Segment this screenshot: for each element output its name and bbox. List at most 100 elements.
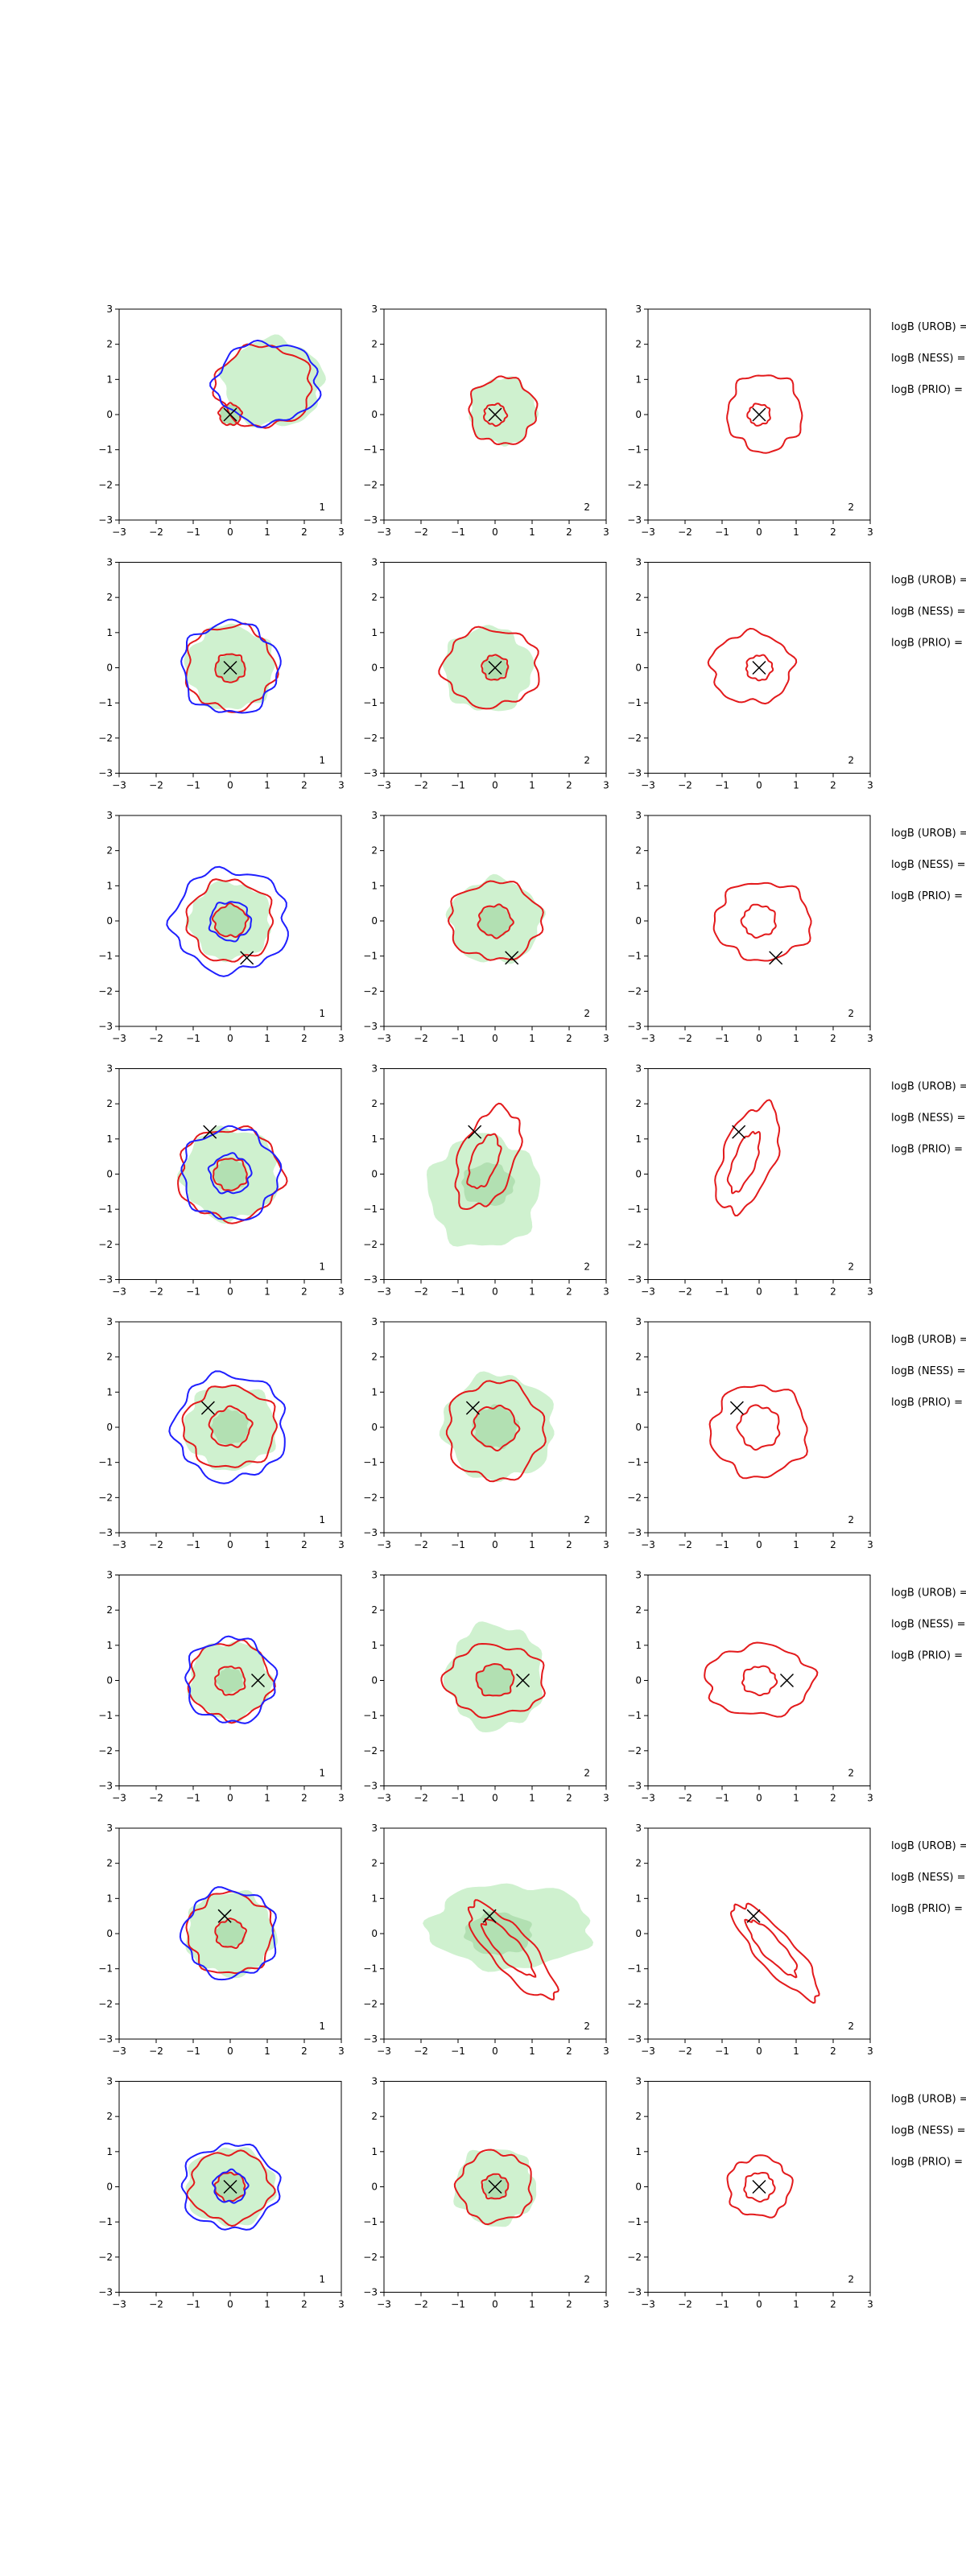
x-tick-label: −3 [112, 1033, 126, 1044]
x-tick-label: 2 [301, 1793, 308, 1804]
panel: −3 −2 −1 0 1 2 3 −3 −2 −1 0 1 2 3 2 [363, 303, 609, 538]
y-tick-label: 2 [106, 1858, 113, 1869]
y-tick-label: 0 [635, 409, 642, 420]
red-contour-line [184, 622, 279, 713]
density-fill-inner [478, 904, 514, 938]
x-tick-label: 2 [301, 1539, 308, 1550]
y-tick-label: −3 [363, 514, 378, 526]
y-tick-label: −1 [627, 2216, 642, 2227]
axes-frame [647, 1068, 871, 1280]
x-tick-label: 3 [867, 2299, 873, 2310]
y-tick-label: 2 [371, 1352, 378, 1363]
y-tick-label: 2 [371, 1858, 378, 1869]
x-tick-label: 3 [338, 1793, 345, 1804]
x-tick-label: −3 [377, 1539, 391, 1550]
y-tick-label: 2 [371, 1604, 378, 1616]
panel: −3 −2 −1 0 1 2 3 −3 −2 −1 0 1 2 3 2 [363, 557, 609, 791]
panel: −3 −2 −1 0 1 2 3 −3 −2 −1 0 1 2 3 2 [363, 1823, 609, 2057]
y-tick-label: 0 [371, 1675, 378, 1686]
x-tick-label: 3 [338, 2046, 345, 2057]
y-tick-label: −1 [627, 951, 642, 962]
x-tick-label: −3 [641, 780, 655, 791]
y-tick-label: −2 [98, 1998, 113, 2009]
y-tick-label: 1 [371, 1893, 378, 1904]
figure-row: −3 −2 −1 0 1 2 3 −3 −2 −1 0 1 2 3 1 −3 −2 −1 0 1 2 3 −3 −2 −1 0 1 2… [98, 1063, 966, 1298]
x-tick-label: 2 [566, 1033, 572, 1044]
x-tick-label: 1 [793, 526, 799, 538]
true-value-x-marker [752, 660, 766, 675]
blue-contour-line [168, 1370, 287, 1484]
x-tick-label: 1 [793, 2299, 799, 2310]
y-tick-label: 2 [635, 2111, 642, 2122]
x-tick-label: 0 [756, 526, 762, 538]
red-contour-line [214, 653, 246, 683]
plot-area [179, 1886, 278, 1981]
x-tick-label: 0 [492, 1033, 498, 1044]
x-tick-label: 3 [603, 2299, 609, 2310]
x-tick-label: −3 [112, 780, 126, 791]
y-tick-label: 1 [106, 1893, 113, 1904]
x-tick-label: 0 [492, 526, 498, 538]
panel-corner-label: 1 [319, 1261, 325, 1273]
y-tick-label: 2 [371, 2111, 378, 2122]
red-contour-line [714, 1099, 781, 1217]
x-tick-label: −1 [186, 526, 200, 538]
red-contour-line [726, 1130, 762, 1195]
x-tick-label: −2 [678, 1793, 692, 1804]
y-tick-label: 3 [371, 810, 378, 821]
logb-label: logB (UROB) = [891, 1334, 966, 1346]
x-tick-label: 2 [566, 780, 572, 791]
logb-label: logB (PRIO) = [891, 638, 963, 650]
x-tick-label: 2 [566, 1286, 572, 1298]
red-contour-line [726, 374, 803, 454]
x-tick-label: 0 [756, 1033, 762, 1044]
density-fill-outer [469, 376, 539, 447]
y-tick-label: 1 [635, 1133, 642, 1145]
x-tick-label: 0 [227, 1539, 233, 1550]
x-tick-label: 3 [867, 780, 873, 791]
x-tick-label: −1 [715, 1793, 729, 1804]
x-tick-label: −3 [377, 526, 391, 538]
x-tick-label: 3 [603, 526, 609, 538]
true-value-x-marker [488, 660, 502, 675]
y-tick-label: −3 [627, 2033, 642, 2045]
y-tick-label: 1 [106, 1386, 113, 1397]
true-value-x-marker [769, 951, 783, 965]
x-tick-label: −1 [451, 1539, 465, 1550]
figure-row: −3 −2 −1 0 1 2 3 −3 −2 −1 0 1 2 3 1 −3 −2 −1 0 1 2 3 −3 −2 −1 0 1 2… [98, 303, 966, 538]
x-tick-label: 2 [830, 1793, 836, 1804]
x-tick-label: −3 [641, 1286, 655, 1298]
y-tick-label: −1 [627, 1457, 642, 1468]
x-tick-label: 3 [603, 1033, 609, 1044]
x-tick-label: −3 [112, 2299, 126, 2310]
true-value-x-marker [515, 1673, 530, 1688]
y-tick-label: 3 [106, 303, 113, 315]
red-contour-line [440, 1642, 546, 1719]
logb-label: logB (NESS) = [891, 606, 965, 618]
y-tick-label: 1 [106, 880, 113, 891]
x-tick-label: 1 [264, 2299, 270, 2310]
panel-corner-label: 2 [584, 2274, 590, 2285]
y-tick-label: −3 [627, 514, 642, 526]
density-fill-inner [472, 1404, 520, 1449]
y-tick-label: 3 [371, 1316, 378, 1327]
logb-label: logB (NESS) = [891, 1619, 965, 1631]
panel-corner-label: 2 [848, 1768, 854, 1779]
y-tick-label: 3 [106, 1823, 113, 1834]
panel-corner-label: 2 [584, 755, 590, 766]
x-tick-label: 1 [529, 2046, 535, 2057]
y-tick-label: 0 [106, 409, 113, 420]
true-value-x-marker [240, 951, 254, 965]
y-tick-label: −3 [627, 1021, 642, 1032]
x-tick-label: 2 [830, 526, 836, 538]
x-tick-label: 0 [756, 2046, 762, 2057]
y-tick-label: −2 [98, 1239, 113, 1250]
x-tick-label: 2 [830, 1539, 836, 1550]
y-tick-label: 3 [106, 1316, 113, 1327]
logb-label: logB (UROB) = [891, 575, 966, 587]
y-tick-label: 1 [371, 1133, 378, 1145]
y-tick-label: 2 [106, 1098, 113, 1109]
panel: −3 −2 −1 0 1 2 3 −3 −2 −1 0 1 2 3 1 [98, 1316, 345, 1550]
y-tick-label: −3 [98, 2033, 113, 2045]
plot-area [177, 1125, 288, 1224]
